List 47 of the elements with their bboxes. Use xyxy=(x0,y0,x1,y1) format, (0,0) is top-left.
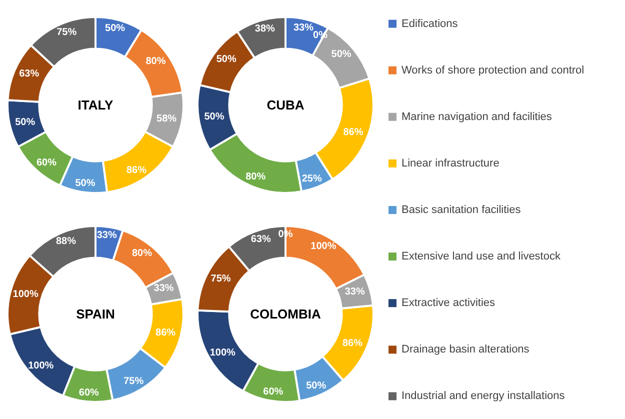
data-label: 33% xyxy=(154,282,174,294)
data-label: 75% xyxy=(124,376,144,387)
data-label: 80% xyxy=(146,56,166,67)
data-label: 86% xyxy=(342,338,363,349)
data-label: 33% xyxy=(96,230,117,242)
data-label: 50% xyxy=(216,54,236,66)
text: CUBA xyxy=(266,98,305,112)
data-label: 86% xyxy=(156,328,176,339)
data-label: 33% xyxy=(344,286,365,298)
data-label: 58% xyxy=(156,113,177,124)
text: ITALY xyxy=(78,98,114,112)
data-label: 63% xyxy=(250,234,271,245)
data-label: 80% xyxy=(246,172,266,183)
data-label: 63% xyxy=(19,68,40,80)
data-label: 86% xyxy=(126,164,147,176)
data-label: 38% xyxy=(254,23,276,34)
text: SPAIN xyxy=(76,306,115,322)
legend-label: Basic sanitation facilities xyxy=(402,204,522,216)
data-label: 88% xyxy=(56,236,76,248)
data-label: 50% xyxy=(75,178,96,190)
data-label: 80% xyxy=(132,248,152,259)
data-label: 75% xyxy=(56,26,77,38)
data-label: 50% xyxy=(204,112,224,123)
data-label: 86% xyxy=(343,126,364,138)
legend-label: Marine navigation and facilities xyxy=(402,110,552,123)
data-label: 100% xyxy=(12,289,38,300)
data-label: 50% xyxy=(105,23,126,34)
legend-label: Works of shore protection and control xyxy=(402,64,584,76)
legend-label: Industrial and energy installations xyxy=(402,390,566,402)
data-label: 60% xyxy=(263,386,284,398)
data-label: 33% xyxy=(293,22,314,34)
legend-label: Drainage basin alterations xyxy=(402,344,530,356)
legend-label: Extensive land use and livestock xyxy=(402,250,561,263)
data-label: 50% xyxy=(15,116,36,128)
legend-label: Extractive activities xyxy=(402,297,496,310)
data-label: 100% xyxy=(210,347,236,358)
data-label: 60% xyxy=(78,388,100,399)
legend-label: Edifications xyxy=(402,18,458,30)
data-label: 75% xyxy=(210,273,231,284)
data-label: 50% xyxy=(331,49,352,60)
data-label: 100% xyxy=(28,360,54,372)
data-label: 50% xyxy=(306,380,326,392)
text: COLOMBIA xyxy=(250,306,322,322)
data-label: 25% xyxy=(302,173,322,184)
data-label: 100% xyxy=(310,241,336,252)
legend-label: Linear infrastructure xyxy=(402,157,500,170)
data-label: 60% xyxy=(36,158,57,169)
